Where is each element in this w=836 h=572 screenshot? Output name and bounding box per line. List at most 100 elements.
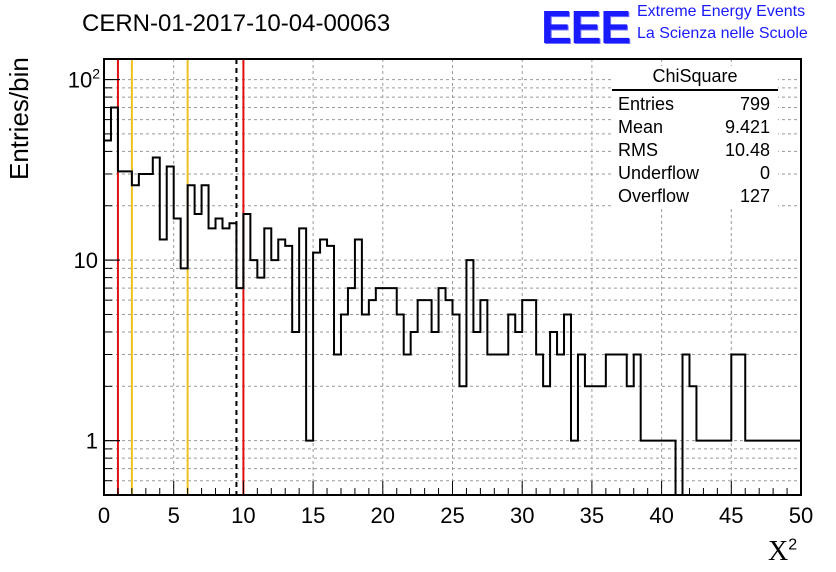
histogram-bin <box>243 214 250 495</box>
histogram-bin <box>550 332 557 495</box>
histogram-bin <box>174 219 181 495</box>
histogram-bin <box>689 386 696 495</box>
histogram-bin <box>627 386 634 495</box>
histogram-bin <box>285 246 292 495</box>
histogram-bin <box>139 174 146 495</box>
histogram-bin <box>160 240 167 495</box>
y-tick-label: 1 <box>86 429 98 454</box>
x-axis-label-sup: 2 <box>788 536 798 554</box>
x-tick-label: 35 <box>580 503 604 528</box>
stats-value: 10.48 <box>724 140 770 160</box>
x-tick-label: 50 <box>789 503 813 528</box>
histogram-bin <box>306 441 313 495</box>
histogram-bin <box>766 441 773 495</box>
logo-subtitle-line1: Extreme Energy Events <box>637 3 806 20</box>
x-tick-label: 15 <box>301 503 325 528</box>
logo-subtitle-line2: La Scienza nelle Scuole <box>637 25 808 42</box>
histogram-bin <box>592 386 599 495</box>
histogram-bin <box>738 355 745 495</box>
histogram-bin <box>334 355 341 495</box>
x-tick-label: 40 <box>649 503 673 528</box>
histogram-bin <box>564 314 571 495</box>
histogram-bin <box>662 441 669 495</box>
histogram-bin <box>348 288 355 495</box>
x-tick-label: 25 <box>440 503 464 528</box>
histogram-bin <box>696 441 703 495</box>
histogram-bin <box>292 332 299 495</box>
histogram-bin <box>459 386 466 495</box>
stats-value: 799 <box>739 94 770 114</box>
x-tick-label: 45 <box>719 503 743 528</box>
stats-row: Mean 9.421 <box>612 116 778 139</box>
histogram-bin <box>717 441 724 495</box>
eee-logo: EEE <box>541 1 631 53</box>
histogram-bin <box>439 288 446 495</box>
histogram-bin <box>195 214 202 495</box>
histogram-bin <box>222 228 229 495</box>
stats-label: Underflow <box>618 163 700 183</box>
histogram-bin <box>432 332 439 495</box>
histogram-bin <box>599 386 606 495</box>
histogram-outline <box>103 106 802 496</box>
histogram-bin <box>181 268 188 495</box>
histogram-bin <box>620 355 627 495</box>
histogram-bin <box>341 314 348 495</box>
x-tick-label: 30 <box>510 503 534 528</box>
histogram-bin <box>369 300 376 495</box>
histogram-bin <box>480 300 487 495</box>
histogram-bin <box>327 246 334 495</box>
axis-ticks <box>103 79 802 495</box>
histogram-bin <box>313 253 320 495</box>
histogram-bin <box>320 240 327 495</box>
histogram-bin <box>578 355 585 495</box>
x-tick-label: 0 <box>98 503 110 528</box>
histogram-bin <box>731 355 738 495</box>
histogram-bin <box>167 166 174 495</box>
stats-label: Mean <box>618 117 664 137</box>
histogram-bin <box>264 228 271 495</box>
stats-row: Overflow 127 <box>612 185 778 208</box>
x-tick-label: 20 <box>371 503 395 528</box>
histogram-bin <box>522 300 529 495</box>
y-tick-label: 102 <box>68 66 100 93</box>
histogram-bin <box>508 314 515 495</box>
stats-box: ChiSquare Entries 799 Mean 9.421 RMS 10.48 … <box>612 66 778 208</box>
stats-row: RMS 10.48 <box>612 139 778 162</box>
histogram-bin <box>585 386 592 495</box>
histogram-bin <box>202 185 209 495</box>
histogram-bin <box>515 332 522 495</box>
stats-row: Underflow 0 <box>612 162 778 185</box>
histogram-bin <box>780 441 787 495</box>
y-axis-label: Entries/bin <box>4 57 34 180</box>
y-tick-label-base: 10 <box>68 68 92 93</box>
histogram-bin <box>355 240 362 495</box>
histogram-bars <box>103 106 802 496</box>
stats-label: RMS <box>618 140 658 160</box>
histogram-bin <box>648 441 655 495</box>
stats-title: ChiSquare <box>612 66 778 91</box>
histogram-bin <box>376 288 383 495</box>
y-tick-label: 10 <box>74 248 98 273</box>
histogram-bin <box>466 260 473 495</box>
histogram-bin <box>209 228 216 495</box>
histogram-bin <box>216 219 223 495</box>
histogram-bin <box>299 228 306 495</box>
histogram-bin <box>418 300 425 495</box>
histogram-bin <box>271 260 278 495</box>
histogram-bin <box>543 386 550 495</box>
histogram-bin <box>250 260 257 495</box>
histogram-bin <box>710 441 717 495</box>
histogram-bin <box>383 288 390 495</box>
histogram-bin <box>794 441 801 495</box>
x-tick-label: 10 <box>231 503 255 528</box>
histogram-bin <box>153 158 160 495</box>
histogram-bin <box>536 355 543 495</box>
histogram-bin <box>118 171 125 495</box>
histogram-bin <box>132 185 139 495</box>
histogram-bin <box>229 223 236 495</box>
stats-value: 9.421 <box>724 117 770 137</box>
histogram-bin <box>634 355 641 495</box>
histogram-bin <box>613 355 620 495</box>
histogram-bin <box>411 332 418 495</box>
